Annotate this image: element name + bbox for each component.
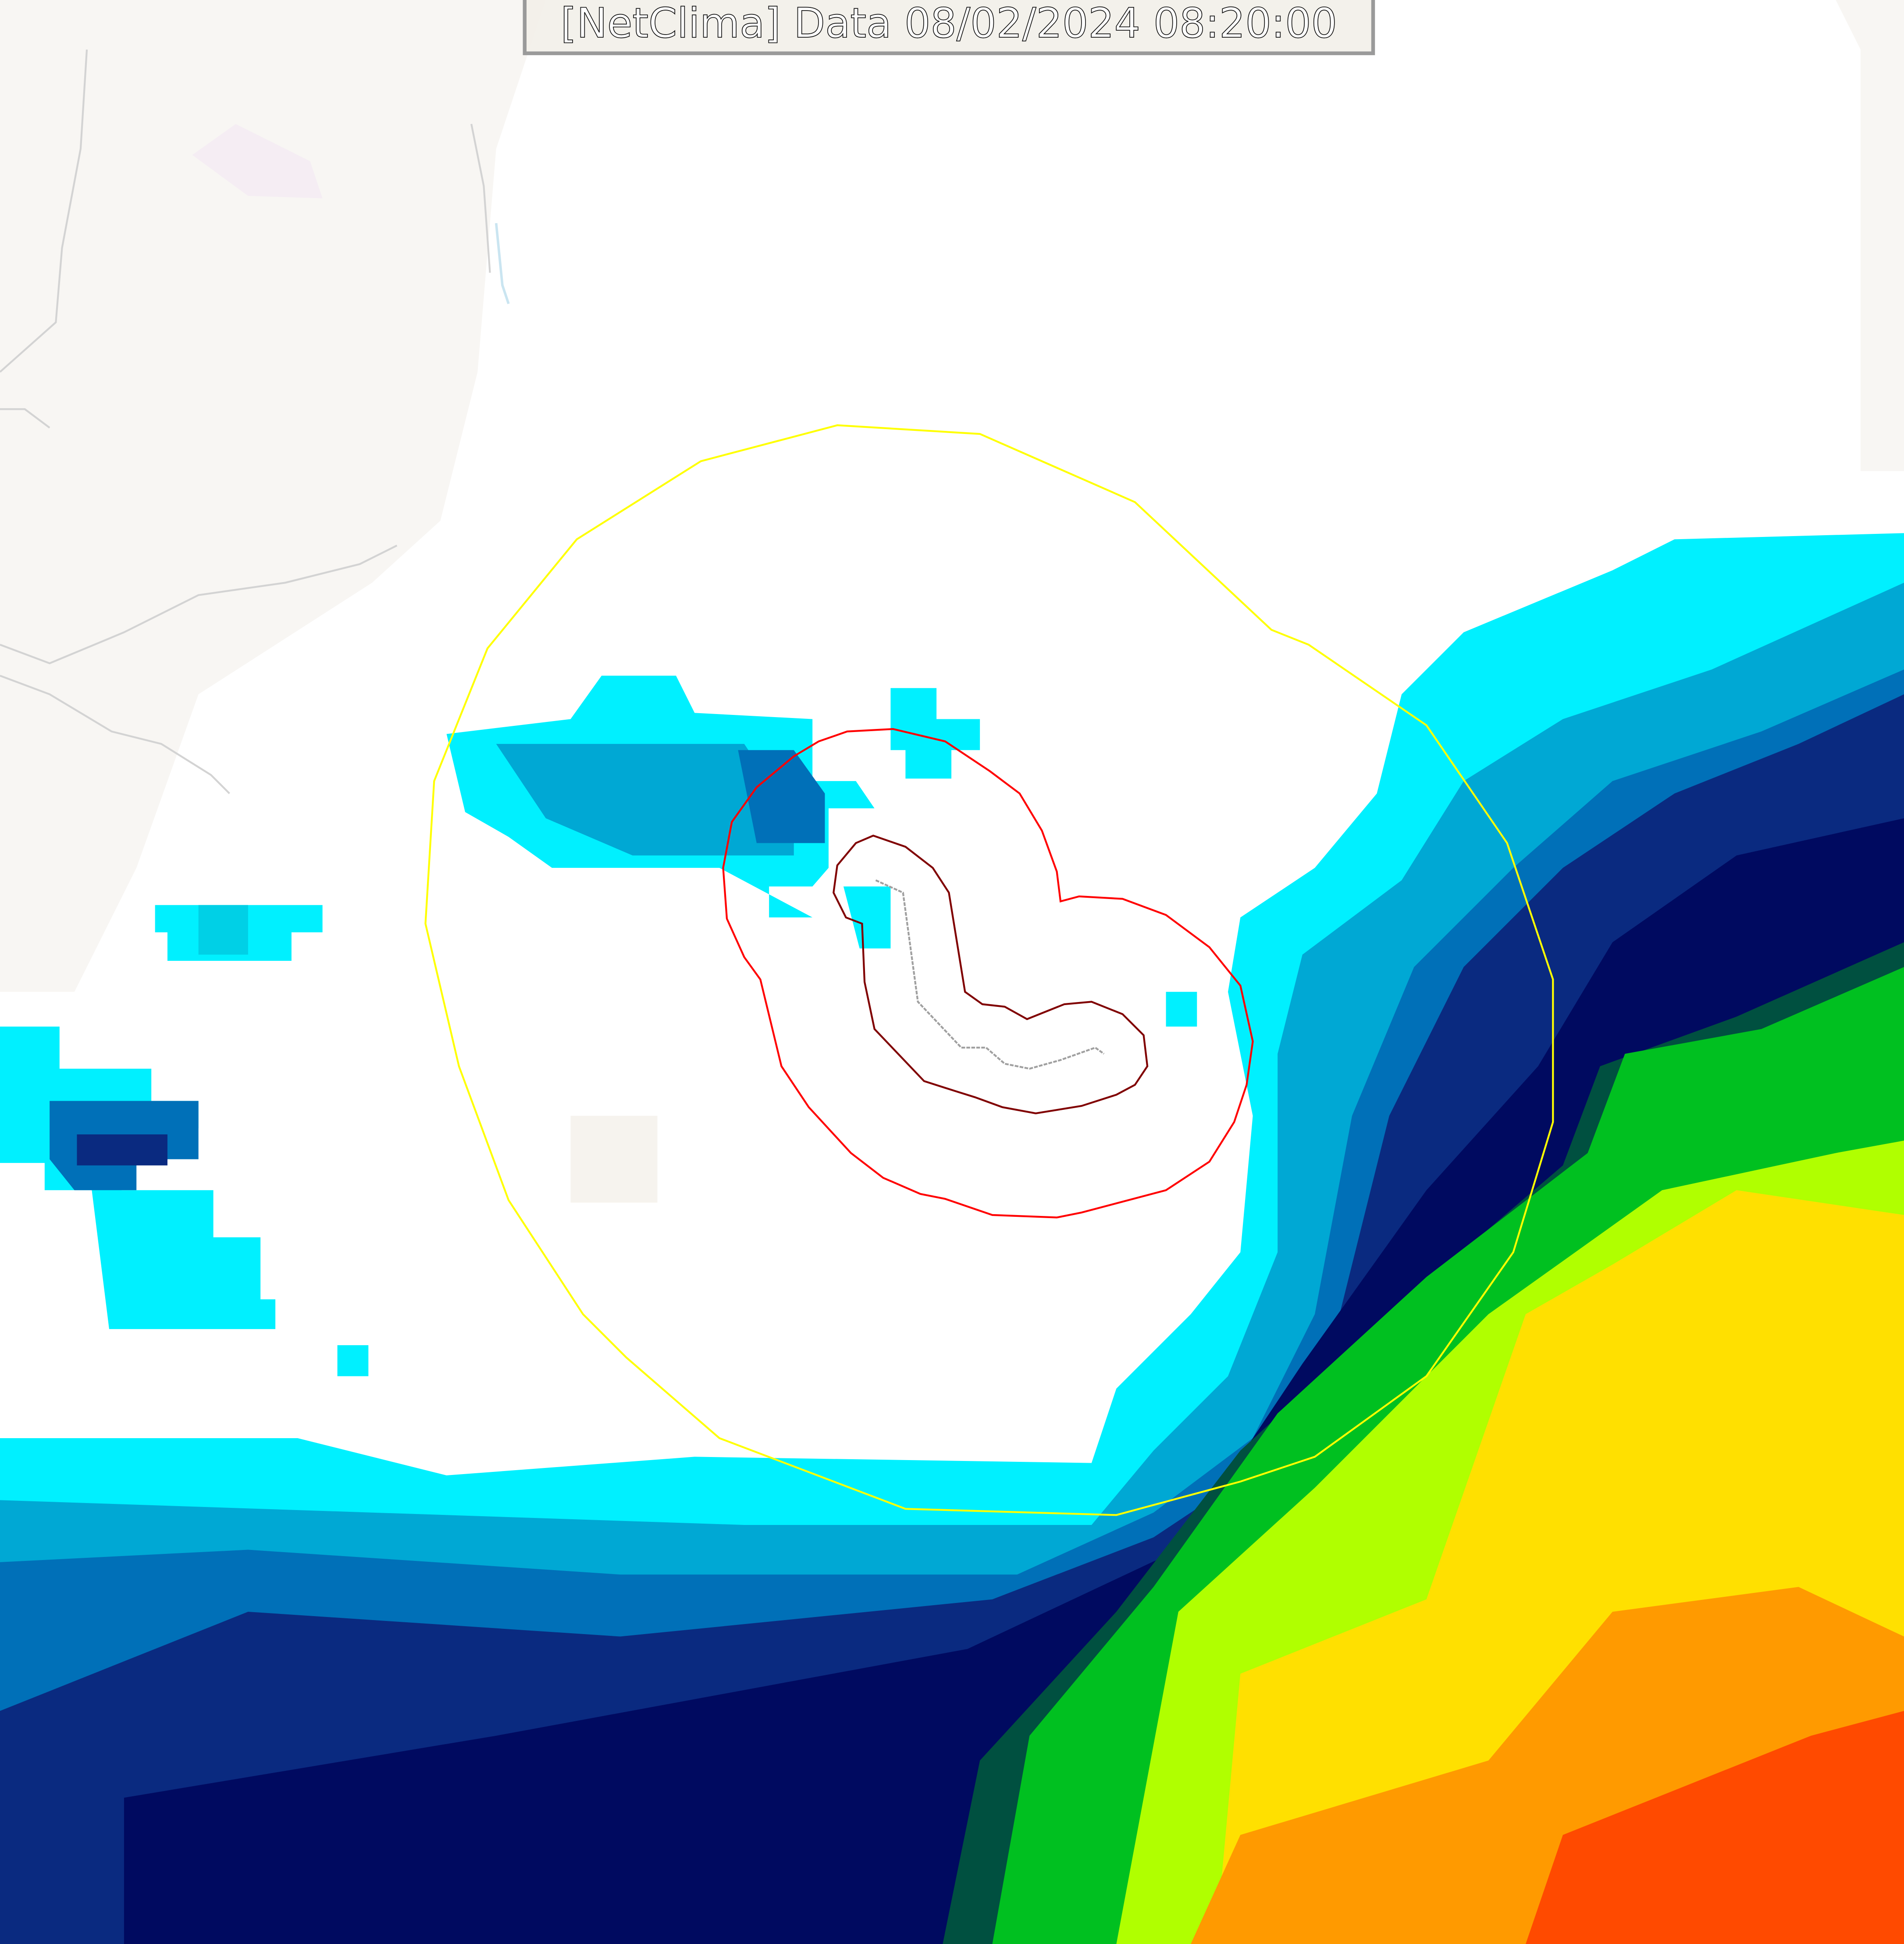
radar-echo-cell [1166, 992, 1197, 1027]
radar-echoes [0, 533, 1904, 1944]
border-line [0, 675, 230, 794]
radar-echo-cell [843, 886, 891, 949]
radar-echo-cell [77, 1134, 167, 1166]
border-line [0, 50, 88, 373]
title-box-frame [523, 0, 1375, 55]
storm-track [875, 879, 1105, 1070]
inner-ring [833, 835, 1149, 1115]
middle-ring [722, 728, 1254, 1219]
pink-area [192, 124, 323, 199]
land-patch [570, 1116, 658, 1203]
map-title: [NetClima] Data 08/02/2024 08:20:00 [561, 0, 1337, 47]
land-area-east [1836, 0, 1904, 471]
border-line [0, 544, 398, 665]
radar-echo-cell [496, 744, 794, 856]
border-line [470, 124, 491, 273]
radar-echo-cell [1526, 1711, 1904, 1944]
border-line [0, 408, 50, 429]
radar-echo-cell [890, 688, 980, 779]
radar-echo-cell [337, 1345, 369, 1376]
radar-echo-cell [738, 750, 825, 843]
radar-echo-cell [198, 905, 248, 955]
title-box: [NetClima] Data 08/02/2024 08:20:00 [523, 0, 1375, 55]
land-area [0, 0, 546, 992]
outer-ring [424, 424, 1554, 1516]
river [495, 223, 510, 304]
